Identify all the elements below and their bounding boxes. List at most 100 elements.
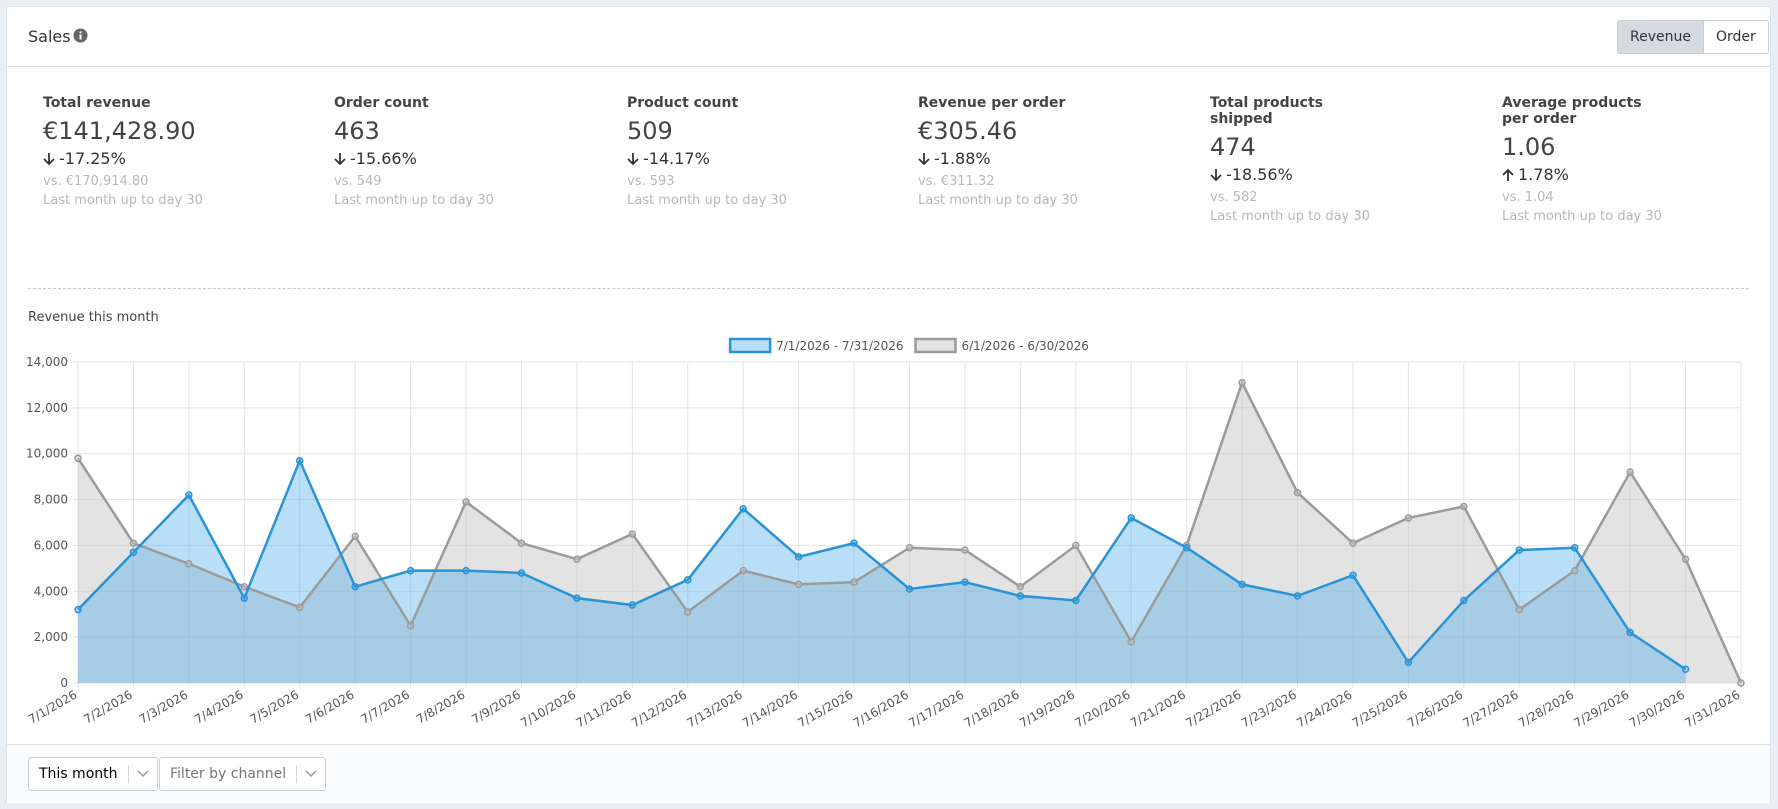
kpi-value: 1.06	[1502, 133, 1556, 161]
kpi: Total revenue €141,428.90 -17.25% vs. €170,…	[43, 95, 203, 210]
point	[739, 566, 747, 575]
kpi-value: 509	[627, 117, 673, 145]
point	[1016, 582, 1025, 591]
point	[406, 566, 415, 575]
arrow-shape	[334, 152, 346, 165]
period-dropdown[interactable]: This month	[28, 757, 158, 791]
change-text: -15.66%	[350, 149, 417, 168]
x-tick-label: 7/20/2026	[1072, 687, 1132, 730]
y-tick-label: 10,000	[26, 447, 68, 461]
point	[739, 504, 747, 513]
line	[77, 457, 1687, 671]
point	[462, 566, 470, 575]
point	[185, 491, 193, 499]
channel-dropdown[interactable]: Filter by channel	[159, 757, 327, 791]
point	[1182, 543, 1191, 552]
point	[573, 594, 581, 602]
legend-label: 7/1/2026 - 7/31/2026	[776, 339, 903, 353]
x-tick-label: 7/14/2026	[740, 687, 800, 730]
kpi-label: Product count	[627, 95, 739, 111]
arrow-shape	[627, 152, 639, 165]
point	[129, 539, 138, 547]
kpi-value: 474	[1210, 133, 1256, 161]
point	[517, 569, 526, 577]
kpi-change: -17.25%	[43, 149, 203, 168]
x-tick-label: 7/10/2026	[518, 687, 578, 730]
point	[1404, 514, 1413, 522]
point	[1626, 468, 1634, 476]
view-toggle: Revenue Order	[1617, 20, 1769, 54]
kpi-change: -1.88%	[918, 149, 1078, 168]
point	[1016, 592, 1025, 600]
point	[905, 543, 914, 552]
info-icon[interactable]	[73, 28, 88, 43]
point	[1293, 488, 1302, 497]
kpi-period: Last month up to day 30	[334, 193, 494, 208]
legend-swatch	[728, 337, 772, 354]
x-tick-label: 7/13/2026	[684, 687, 744, 730]
sales-card: Sales Revenue Order Total revenue €141,42…	[6, 6, 1771, 803]
kpi-compare: vs. 1.04	[1502, 190, 1554, 205]
change-text: -1.88%	[934, 149, 991, 168]
chevron	[136, 770, 149, 778]
arrow-shape	[1502, 168, 1514, 181]
trend-arrow	[918, 152, 930, 165]
point	[240, 594, 249, 602]
point	[295, 456, 304, 465]
y-tick-label: 8,000	[34, 493, 68, 507]
kpi-label: Order count	[334, 95, 429, 111]
kpi-compare: vs. 549	[334, 174, 382, 189]
point	[1737, 679, 1745, 687]
x-tick-label: 7/5/2026	[248, 687, 302, 726]
kpi-compare: vs. 582	[1210, 190, 1258, 205]
card-title: Sales	[28, 27, 71, 46]
kpi-period: Last month up to day 30	[918, 193, 1078, 208]
point	[295, 603, 304, 612]
x-tick-label: 7/18/2026	[962, 687, 1022, 730]
point	[1293, 592, 1302, 600]
kpi-period: Last month up to day 30	[627, 193, 787, 208]
x-tick-label: 7/25/2026	[1350, 687, 1410, 730]
legend-label: 6/1/2026 - 6/30/2026	[962, 339, 1089, 353]
point	[1515, 546, 1524, 554]
point	[573, 555, 581, 563]
legend-swatch	[914, 337, 957, 354]
kpi-label: Average products per order	[1502, 95, 1642, 127]
point	[1515, 605, 1524, 614]
kpi-compare: vs. 593	[627, 174, 675, 189]
toggle-button[interactable]: Order	[1715, 29, 1756, 45]
point	[1238, 580, 1246, 589]
point	[961, 578, 969, 586]
toggle-button[interactable]: Revenue	[1618, 21, 1704, 53]
x-tick-label: 7/23/2026	[1239, 687, 1299, 730]
kpi-label: Total products shipped	[1210, 95, 1323, 127]
point	[794, 580, 803, 589]
point	[1460, 596, 1468, 605]
point	[794, 553, 803, 561]
x-tick-label: 7/30/2026	[1627, 687, 1687, 730]
y-tick-label: 2,000	[34, 630, 68, 644]
x-tick-label: 7/24/2026	[1294, 687, 1354, 730]
y-tick-label: 14,000	[26, 355, 68, 369]
legend-item: 6/1/2026 - 6/30/2026	[914, 337, 1089, 354]
point	[240, 582, 249, 591]
x-tick-label: 7/31/2026	[1682, 687, 1742, 730]
arrow-shape	[918, 152, 930, 165]
point	[351, 582, 359, 591]
point	[1349, 571, 1357, 579]
trend-arrow	[1502, 168, 1514, 181]
kpi-label: Total revenue	[43, 95, 151, 111]
point	[1072, 541, 1080, 550]
kpi: Total products shipped 474 -18.56% vs. 582 L…	[1210, 95, 1370, 226]
x-tick-label: 7/4/2026	[192, 687, 246, 726]
point	[850, 539, 858, 547]
point	[1349, 539, 1357, 547]
kpi: Revenue per order €305.46 -1.88% vs. €311.3…	[918, 95, 1078, 210]
chart-title: Revenue this month	[28, 310, 159, 325]
kpi-period: Last month up to day 30	[1210, 209, 1370, 224]
x-tick-label: 7/16/2026	[851, 687, 911, 730]
point	[684, 576, 692, 584]
x-tick-label: 7/15/2026	[795, 687, 855, 730]
trend-arrow	[1210, 168, 1222, 181]
point	[905, 585, 914, 593]
